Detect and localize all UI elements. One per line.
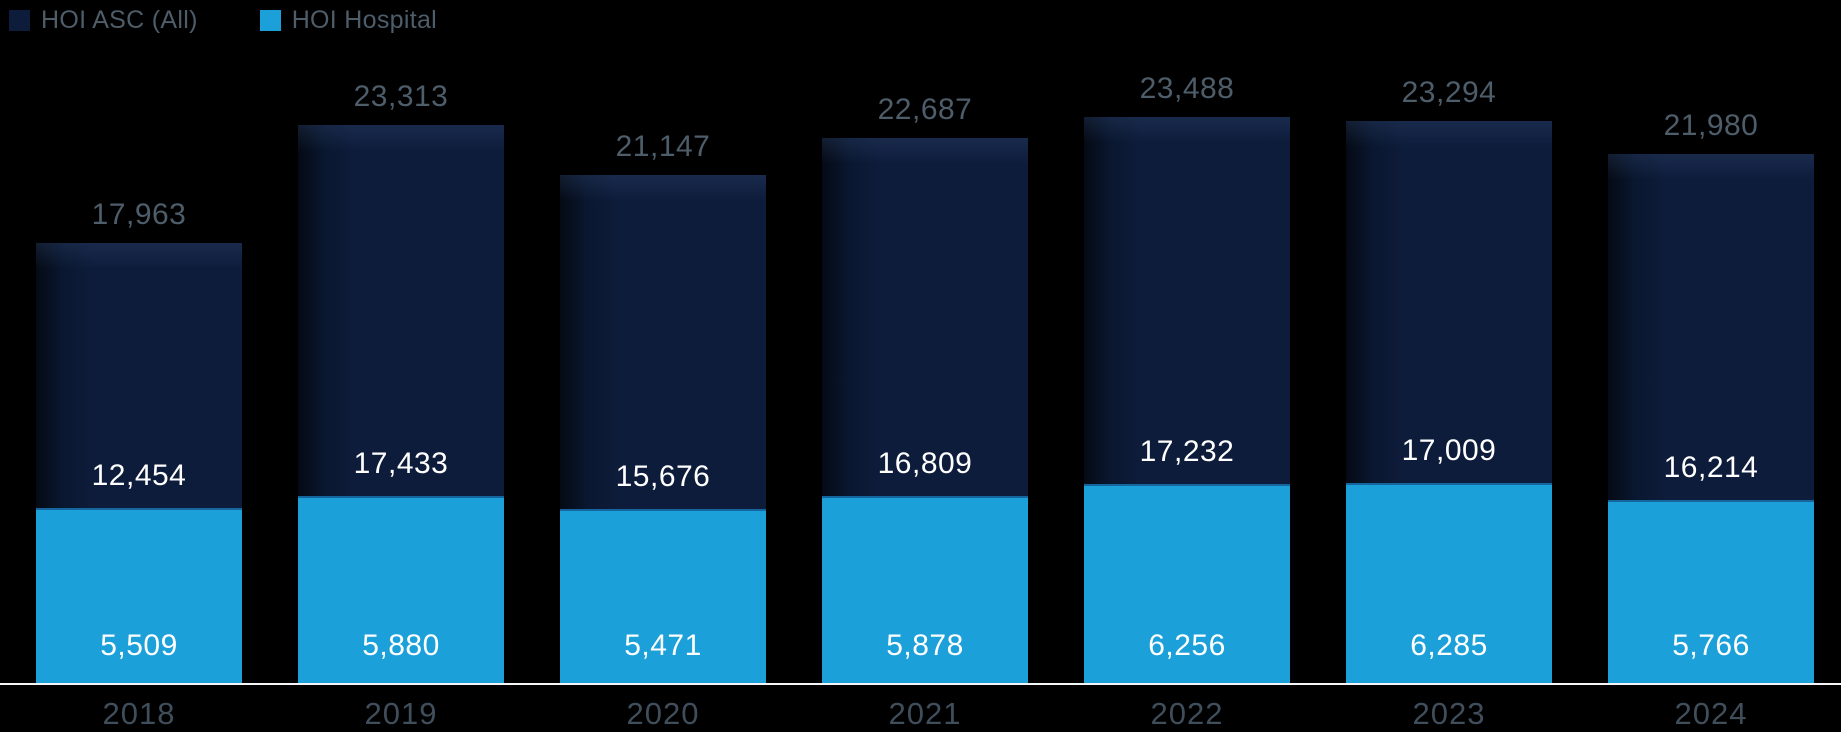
bar-segment-asc: 17,232 [1084,117,1290,485]
x-axis-label: 2021 [888,696,962,731]
total-label: 22,687 [877,93,973,127]
legend-item-hoi-hospital: HOI Hospital [259,6,438,35]
total-label: 21,980 [1663,109,1759,143]
hospital-value-label: 6,256 [1148,629,1226,662]
legend-item-hoi-asc: HOI ASC (All) [9,6,198,35]
legend-swatch-asc-icon [9,10,30,31]
total-label: 23,488 [1139,72,1235,106]
hospital-value-label: 6,285 [1410,629,1488,662]
x-axis-label: 2024 [1674,696,1748,731]
bar-segment-hospital: 5,766 [1608,499,1814,683]
asc-value-label: 17,009 [1401,434,1497,468]
bar-segment-asc: 17,009 [1346,120,1552,484]
legend: HOI ASC (All) HOI Hospital [9,6,437,35]
asc-value-label: 16,809 [877,447,973,481]
hospital-value-label: 5,509 [100,629,178,662]
bar-group-2020: 21,147 15,676 5,471 2020 [560,130,766,729]
bar-segment-asc: 15,676 [560,175,766,509]
x-axis-line [0,683,1841,685]
bar-group-2019: 23,313 17,433 5,880 2019 [298,79,504,729]
bar-segment-hospital: 6,256 [1084,484,1290,683]
x-axis-label: 2022 [1150,696,1224,731]
x-axis-label: 2019 [364,696,438,731]
bar-segment-hospital: 5,509 [36,507,242,683]
asc-value-label: 12,454 [91,458,187,492]
bar-segment-hospital: 5,471 [560,509,766,683]
total-label: 23,294 [1401,75,1497,109]
hospital-value-label: 5,471 [624,629,702,662]
hospital-value-label: 5,766 [1672,629,1750,662]
legend-swatch-hospital-icon [259,10,281,31]
legend-label-hospital: HOI Hospital [291,6,438,34]
bar-segment-asc: 16,214 [1608,154,1814,500]
asc-value-label: 17,433 [353,447,449,480]
asc-value-label: 15,676 [615,460,711,493]
x-axis-label: 2023 [1412,696,1486,731]
bar-group-2021: 22,687 16,809 5,878 2021 [822,93,1028,729]
bar-group-2024: 21,980 16,214 5,766 2024 [1608,109,1814,729]
bar-group-2022: 23,488 17,232 6,256 2022 [1084,72,1290,729]
bar-segment-asc: 16,809 [822,138,1028,497]
plot-area: 17,963 12,454 5,509 2018 23,313 17,433 5,880 20… [36,0,1814,729]
bar-segment-hospital: 5,878 [822,496,1028,683]
hospital-value-label: 5,880 [362,629,440,662]
x-axis-label: 2018 [102,696,176,731]
x-axis-label: 2020 [626,696,700,731]
bar-segment-hospital: 5,880 [298,496,504,683]
bar-group-2023: 23,294 17,009 6,285 2023 [1346,75,1552,729]
asc-value-label: 17,232 [1139,435,1235,469]
total-label: 21,147 [615,130,711,164]
total-label: 17,963 [91,197,187,231]
asc-value-label: 16,214 [1663,450,1759,484]
bar-segment-asc: 12,454 [36,242,242,508]
legend-label-asc: HOI ASC (All) [41,6,198,34]
hospital-value-label: 5,878 [886,629,964,662]
total-label: 23,313 [353,79,449,113]
bar-group-2018: 17,963 12,454 5,509 2018 [36,197,242,729]
bar-segment-asc: 17,433 [298,124,504,496]
bar-segment-hospital: 6,285 [1346,483,1552,683]
